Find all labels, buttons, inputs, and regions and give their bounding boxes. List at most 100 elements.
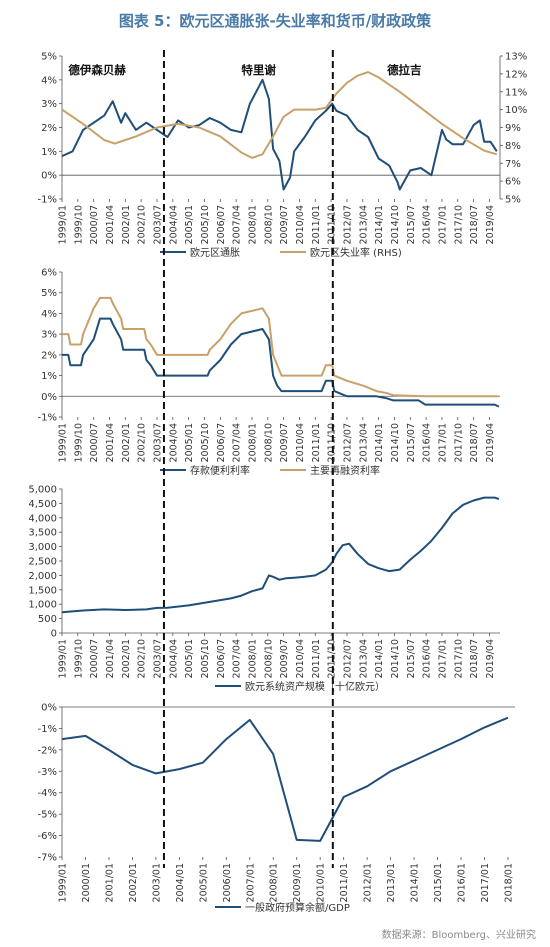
x-tick-label: 2006/07 [216,639,227,678]
x-tick-label: 2019/04 [485,423,496,462]
x-tick-label: 2003/07 [152,423,163,462]
x-tick-label: 2016/04 [422,205,433,244]
x-tick-label: 2014/01 [410,863,421,902]
y2-tick-label: 8% [505,141,521,152]
x-tick-label: 2014/10 [390,423,401,462]
panel-policy-rates: -1% 0% 1% 2% 3% 4% 5% 6% 1999/01 1999/10 2000/07 20… [38,268,500,477]
x-tick-label: 2018/01 [503,863,514,902]
data-source: 数据来源：Bloomberg、兴业研究 [381,930,536,941]
x-tick-label: 2002/01 [121,639,132,678]
y-tick-label: 1% [41,147,57,158]
x-tick-label: 2013/01 [386,863,397,902]
x-tick-label: 2018/07 [469,639,480,678]
x-tick-label: 2013/04 [358,639,369,678]
legend-label: 存款便利利率 [190,464,250,477]
x-tick-label: 2018/07 [469,205,480,244]
x-tick-label: 1999/01 [58,863,69,902]
x-tick-label: 2009/07 [279,205,290,244]
y2-tick-label: 11% [505,87,527,98]
x-tick-label: 2009/07 [279,639,290,678]
x-tick-label: 2008/10 [263,205,274,244]
x-tick-label: 2005/10 [200,205,211,244]
y-tick-label: -4% [38,788,57,799]
x-tick-label: 2004/04 [168,423,179,462]
y-tick-label: 2,000 [28,571,57,582]
x-tick-label: 2009/07 [279,423,290,462]
x-tick-label: 2002/10 [137,423,148,462]
y-tick-label: 4% [41,75,57,86]
x-tick-label: 2011/01 [339,863,350,902]
y-tick-label: 500 [38,614,57,625]
x-tick-label: 2018/07 [469,423,480,462]
y-tick-label: -3% [38,767,57,778]
y-tick-label: 3,500 [28,528,57,539]
x-tick-label: 2012/01 [363,863,374,902]
y2-tick-label: 13% [505,52,527,63]
x-tick-label: 2011/01 [311,423,322,462]
x-tick-label: 2000/07 [89,205,100,244]
x-tick-label: 2015/07 [406,423,417,462]
y-tick-label: -1% [38,195,57,206]
x-tick-label: 2008/01 [247,205,258,244]
y-tick-label: 4,000 [28,513,57,524]
y-tick-label: -5% [38,810,57,821]
x-tick-label: 2005/01 [184,639,195,678]
x-tick-label: 2007/04 [232,423,243,462]
x-tick-label: 2001/04 [105,639,116,678]
x-tick-label: 2000/07 [89,423,100,462]
x-tick-label: 2008/01 [269,863,280,902]
y-tick-label: 0% [41,703,57,714]
x-tick-label: 2014/01 [374,423,385,462]
y-tick-label: -2% [38,745,57,756]
series-line-1 [61,78,498,191]
president-name: 特里谢 [241,63,276,77]
x-tick-label: 2010/04 [295,205,306,244]
series-line-1 [61,496,500,614]
x-tick-label: 2014/01 [374,205,385,244]
series-line-1 [61,716,509,842]
x-tick-label: 1999/10 [73,639,84,678]
y-tick-label: 1% [41,371,57,382]
x-tick-label: 1999/10 [73,205,84,244]
y-tick-label: 4,500 [28,499,57,510]
legend-label: 欧元区失业率 (RHS) [310,246,402,259]
x-tick-label: 2017/10 [453,205,464,244]
x-tick-label: 2005/01 [198,863,209,902]
x-tick-label: 2009/01 [292,863,303,902]
y2-tick-label: 12% [505,69,527,80]
y-tick-label: -6% [38,831,57,842]
y-tick-label: 4% [41,309,57,320]
x-tick-label: 2011/10 [327,423,338,462]
x-tick-label: 2015/01 [433,863,444,902]
y2-tick-label: 7% [505,159,521,170]
y-tick-label: 0% [41,171,57,182]
panel-balance-sheet: 0 500 1,000 1,500 2,000 2,500 3,000 3,500 4,000 4… [28,485,500,693]
y-tick-label: 2% [41,123,57,134]
president-term-dividers [162,50,334,868]
x-tick-label: 2001/04 [105,423,116,462]
x-tick-label: 2004/01 [175,863,186,902]
x-tick-label: 2017/01 [437,423,448,462]
x-tick-label: 2005/01 [184,423,195,462]
president-name: 德伊森贝赫 [67,63,126,77]
series-line-2 [61,71,498,159]
x-tick-label: 2006/07 [216,205,227,244]
x-tick-label: 1999/01 [58,639,69,678]
x-tick-label: 2012/07 [342,205,353,244]
y-tick-label: 2,500 [28,557,57,568]
x-tick-label: 2000/01 [81,863,92,902]
x-tick-label: 2014/10 [390,639,401,678]
y-tick-label: 3% [41,99,57,110]
x-tick-label: 1999/01 [58,205,69,244]
legend-label: 欧元系统资产规模（十亿欧元） [245,680,385,693]
x-tick-label: 2004/04 [168,205,179,244]
y-tick-label: 0 [51,629,57,640]
president-name: 德拉吉 [386,63,422,77]
x-tick-label: 2008/01 [247,423,258,462]
x-tick-label: 2010/04 [295,423,306,462]
x-tick-label: 2013/04 [358,423,369,462]
x-tick-label: 2005/10 [200,639,211,678]
x-tick-label: 1999/01 [58,423,69,462]
y-tick-label: 2% [41,350,57,361]
